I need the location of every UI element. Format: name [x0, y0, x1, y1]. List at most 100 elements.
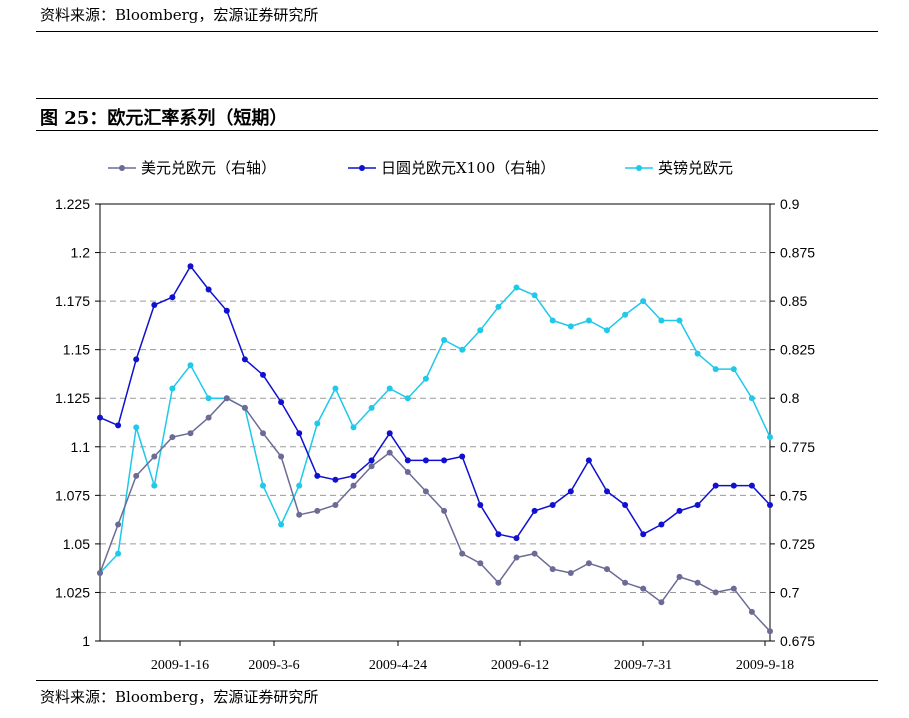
left-axis-tick-label: 1.025 [55, 584, 90, 600]
left-axis-tick-label: 1.075 [55, 487, 90, 503]
data-point [260, 430, 266, 437]
data-point [676, 507, 683, 514]
data-point [386, 449, 393, 456]
left-axis-tick-label: 1 [82, 633, 90, 649]
data-point [767, 434, 773, 441]
data-point [694, 579, 701, 586]
title-bottom-rule [36, 130, 878, 131]
data-point [350, 482, 357, 489]
data-point [314, 507, 321, 514]
x-axis-tick-label: 2009-3-6 [248, 658, 299, 673]
data-point [531, 550, 538, 557]
data-point [585, 560, 592, 567]
data-point [97, 570, 103, 576]
left-axis-tick-label: 1.2 [71, 245, 91, 261]
chart-legend: 美元兑欧元（右轴） 日圆兑欧元X100（右轴） 英镑兑欧元 [108, 159, 733, 177]
right-axis-tick-label: 0.725 [780, 536, 815, 552]
left-axis-tick-label: 1.175 [55, 293, 90, 309]
right-axis-tick-label: 0.675 [780, 633, 815, 649]
data-point [133, 472, 140, 479]
data-point [712, 366, 719, 373]
plot-frame [99, 203, 771, 642]
data-point [748, 395, 755, 402]
source-note-bottom: 资料来源：Bloomberg，宏源证券研究所 [40, 688, 319, 706]
data-point [549, 317, 556, 324]
data-point [676, 573, 683, 580]
x-axis-tick-label: 2009-1-16 [151, 658, 209, 673]
data-point [459, 453, 466, 460]
data-point [368, 404, 375, 411]
data-point [495, 531, 502, 538]
data-point [332, 502, 339, 508]
data-point [187, 362, 194, 369]
data-point [477, 502, 484, 508]
data-point [495, 579, 502, 586]
x-axis-tick-label: 2009-4-24 [369, 658, 427, 673]
series-line [99, 286, 771, 574]
data-point [640, 531, 647, 538]
data-point [694, 350, 701, 357]
data-point [622, 502, 629, 508]
legend-item: 英镑兑欧元 [625, 159, 733, 177]
x-axis-tick-labels: 2009-1-16 2009-3-6 2009-4-24 2009-6-12 2009-… [151, 658, 794, 673]
data-point [640, 298, 647, 305]
x-axis-tick-label: 2009-7-31 [614, 658, 672, 673]
data-point [205, 395, 212, 402]
data-point [712, 589, 719, 596]
data-point [604, 327, 610, 334]
data-point [549, 566, 556, 573]
data-point [549, 502, 556, 508]
data-point [205, 414, 212, 421]
right-axis-tick-label: 0.7 [780, 584, 800, 600]
title-top-rule [36, 98, 878, 99]
legend-marker [359, 165, 365, 171]
data-point [477, 327, 484, 334]
data-point [730, 585, 737, 592]
data-point [404, 457, 411, 464]
data-point [585, 457, 592, 464]
data-point [296, 482, 303, 489]
data-point [422, 488, 429, 495]
data-point [531, 507, 538, 514]
data-point [730, 482, 737, 489]
data-point [241, 404, 248, 411]
data-point [386, 430, 393, 437]
data-point [676, 317, 683, 324]
data-point [223, 307, 230, 314]
data-point [567, 323, 574, 330]
data-point [151, 302, 158, 308]
left-axis-tick-label: 1.225 [55, 196, 90, 212]
gridlines [100, 203, 770, 593]
data-point [622, 311, 629, 318]
data-point [223, 395, 230, 402]
x-axis-tick-label: 2009-6-12 [491, 658, 549, 673]
data-point [368, 463, 375, 470]
data-point [97, 414, 103, 421]
data-point [115, 422, 122, 429]
right-axis-tick-label: 0.85 [780, 293, 807, 309]
axes [95, 203, 775, 646]
left-axis-tick-labels: 1 1.025 1.05 1.075 1.1 1.125 1.15 1.175 1.2 1.225 [55, 196, 90, 649]
left-axis-tick-label: 1.05 [63, 536, 90, 552]
data-point [404, 395, 411, 402]
data-point [585, 317, 592, 324]
data-point [422, 457, 429, 464]
data-point [730, 366, 737, 373]
right-axis-tick-label: 0.9 [780, 196, 800, 212]
x-axis-tick-label: 2009-9-18 [736, 658, 794, 673]
data-point [133, 424, 140, 431]
data-point [422, 375, 429, 382]
data-point [314, 420, 321, 427]
data-point [151, 482, 158, 489]
data-point [115, 521, 122, 528]
legend-label: 日圆兑欧元X100（右轴） [381, 159, 555, 177]
data-point [640, 585, 647, 592]
data-point [332, 385, 339, 392]
data-point [441, 507, 448, 514]
series-2 [97, 284, 773, 576]
right-axis-tick-label: 0.875 [780, 245, 815, 261]
data-point [604, 566, 610, 573]
series-1 [97, 263, 773, 542]
data-point [332, 476, 339, 483]
data-point [205, 286, 212, 293]
